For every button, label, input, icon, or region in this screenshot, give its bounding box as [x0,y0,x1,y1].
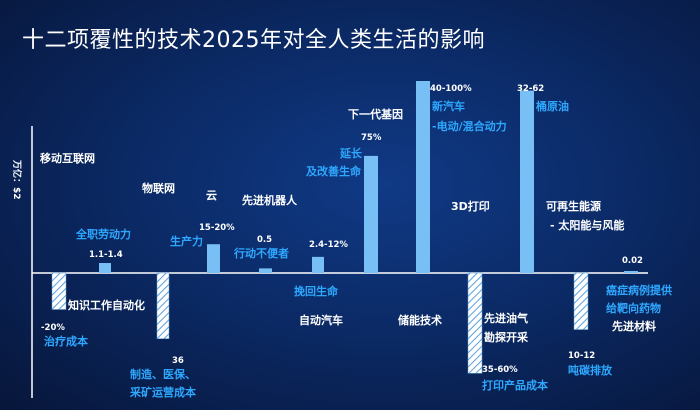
sub-cancer-1: 癌症病例提供 [606,283,672,297]
bar-4 [207,244,220,273]
label-mobile-internet: 移动互联网 [40,151,95,165]
sub-mfg-cost-2: 采矿运营成本 [129,385,196,399]
bar-9 [467,272,483,374]
sub-lives-saved: 挽回生命 [294,284,339,298]
bar-2 [99,263,111,273]
value-40-100: 40-100% [430,84,472,94]
label-storage: 储能技术 [398,313,442,327]
labels: 移动互联网 知识工作自动化 物联网 云 先进机器人 自动汽车 下一代基因 储能技… [40,99,672,399]
label-renewables-2: - 太阳能与风能 [550,218,624,232]
value-75: 75% [361,133,382,143]
label-renewables-1: 可再生能源 [546,199,601,213]
bar-11 [573,272,589,330]
bar-1 [51,272,67,310]
sub-crude-oil: 桶原油 [535,99,569,113]
label-oilgas-2: 勘探开采 [484,330,529,344]
sub-mfg-cost-1: 制造、医保、 [130,367,196,381]
sub-print-cost: 打印产品成本 [482,378,548,392]
label-knowledge-automation: 知识工作自动化 [67,298,145,312]
label-genomics: 下一代基因 [348,107,403,121]
label-cloud: 云 [206,189,217,202]
sub-treatment-cost: 治疗成本 [44,334,88,348]
sub-productivity: 生产力 [170,234,203,248]
label-oilgas-1: 先进油气 [484,311,528,325]
value-neg20: -20% [41,323,65,333]
sub-cancer-2: 给靶向药物 [606,301,661,315]
value-labels: -20% 1.1-1.4 36 15-20% 0.5 2.4-12% 75% 4… [41,84,643,375]
value-36: 36 [172,356,184,366]
sub-new-car-2: -电动/混合动力 [432,119,507,133]
sub-new-car-1: 新汽车 [432,99,465,113]
sub-full-time-labor: 全职劳动力 [75,227,131,241]
value-10-12: 10-12 [568,351,595,361]
label-3d-printing: 3D打印 [451,199,490,213]
bar-8 [416,81,430,273]
label-autos: 自动汽车 [299,313,343,327]
bar-6 [312,256,324,273]
value-15-20: 15-20% [199,223,235,233]
value-2-4-12: 2.4-12% [309,240,348,250]
value-0-5: 0.5 [257,235,272,245]
label-advanced-materials: 先进材料 [612,319,656,333]
value-35-60: 35-60% [482,365,518,375]
label-robotics: 先进机器人 [242,193,298,207]
y-axis-label: 万亿：$2 [11,159,23,200]
value-0-02: 0.02 [622,256,643,266]
bar-12 [624,271,638,273]
value-1-1-1-4: 1.1-1.4 [89,250,123,260]
sub-carbon: 吨碳排放 [568,363,613,377]
value-32-62: 32-62 [517,84,544,94]
sub-gene-1: 延长 [339,146,363,160]
sub-gene-2: 及改善生命 [306,164,362,178]
bar-10 [520,90,534,273]
bars [51,81,638,374]
sub-mobility: 行动不便者 [233,246,289,260]
label-iot: 物联网 [142,181,175,195]
page-title: 十二项覆性的技术2025年对全人类生活的影响 [22,28,485,53]
bar-3 [156,272,170,339]
bar-5 [259,268,272,273]
bar-7 [364,155,378,273]
